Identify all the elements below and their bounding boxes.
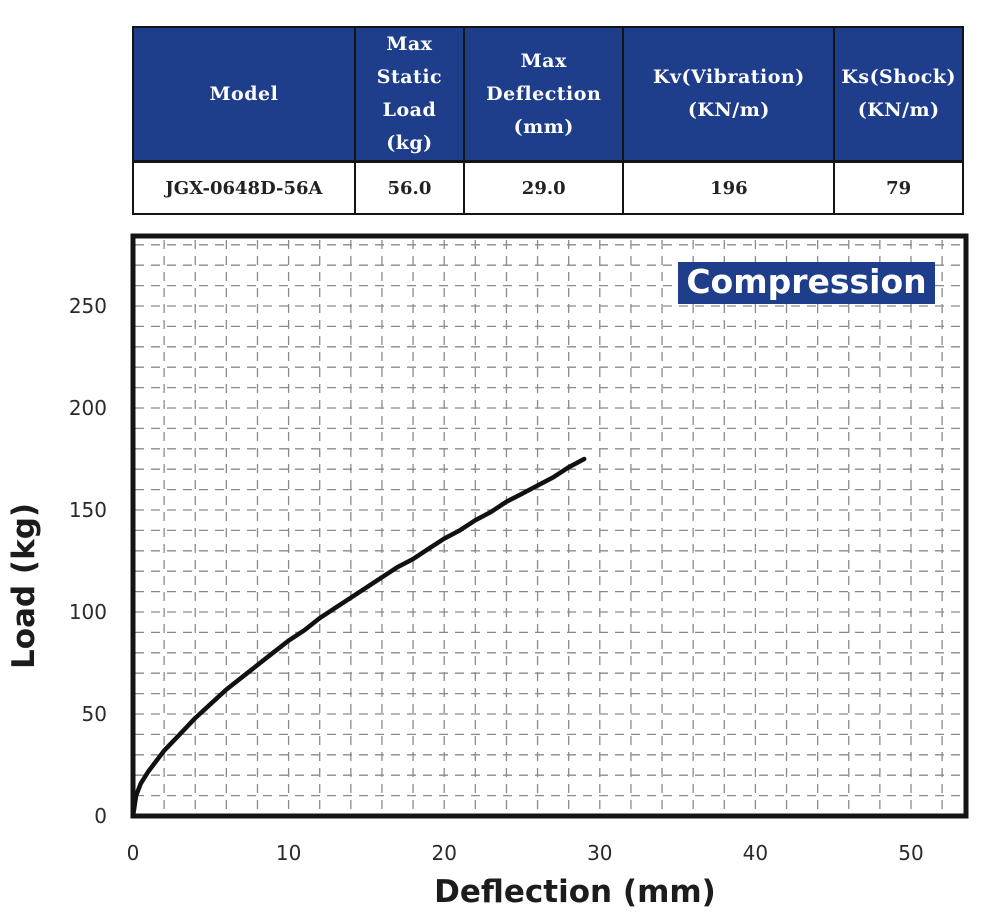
spec-table-data-row: JGX-0648D-56A 56.0 29.0 196 79	[132, 160, 964, 215]
y-tick-label: 0	[94, 804, 107, 828]
y-tick-label: 100	[69, 600, 107, 624]
header-kv-line2: (KN/m)	[687, 99, 770, 121]
spec-table: Model Max Static Load (kg) Max Deflectio…	[132, 26, 964, 215]
plot-frame	[130, 233, 969, 819]
y-tick-label: 200	[69, 396, 107, 420]
header-ks-line2: (KN/m)	[857, 99, 940, 121]
x-tick-label: 0	[127, 841, 140, 865]
header-deflection-line1: Max	[520, 49, 567, 72]
y-axis-title: Load (kg)	[6, 503, 42, 669]
y-tick-label: 250	[69, 294, 107, 318]
x-axis-title: Deflection (mm)	[434, 874, 716, 910]
header-load-line2: Static	[376, 66, 443, 88]
header-max-static-load: Max Static Load (kg)	[353, 26, 466, 163]
cell-ks: 79	[833, 160, 964, 215]
load-deflection-curve	[130, 456, 587, 819]
header-kv: Kv(Vibration) (KN/m)	[622, 26, 836, 163]
header-kv-line1: Kv(Vibration)	[652, 66, 805, 88]
header-max-deflection: Max Deflection (mm)	[463, 26, 625, 163]
grid	[135, 240, 964, 814]
compression-badge: Compression	[678, 262, 935, 304]
header-ks-line1: Ks(Shock)	[841, 66, 956, 88]
compression-badge-label: Compression	[686, 262, 926, 301]
header-model-label: Model	[209, 82, 279, 105]
spec-table-header-row: Model Max Static Load (kg) Max Deflectio…	[132, 26, 964, 163]
x-tick-label: 10	[276, 841, 301, 865]
header-deflection-line2: Deflection	[486, 82, 602, 105]
x-tick-label: 50	[898, 841, 923, 865]
header-load-line4: (kg)	[386, 132, 433, 154]
header-model: Model	[132, 26, 356, 163]
header-load-line1: Max	[386, 33, 433, 55]
tick-labels: 0 10 20 30 40 50 0 50 100 150 200 250	[69, 294, 924, 865]
y-tick-label: 50	[82, 702, 107, 726]
header-ks: Ks(Shock) (KN/m)	[833, 26, 964, 163]
header-load-line3: Load	[382, 99, 437, 121]
cell-kv: 196	[622, 160, 836, 215]
x-tick-label: 40	[743, 841, 768, 865]
compression-badge-bg	[678, 262, 935, 304]
cell-max-static-load: 56.0	[353, 160, 466, 215]
cell-model: JGX-0648D-56A	[132, 160, 356, 215]
y-tick-label: 150	[69, 498, 107, 522]
x-tick-label: 20	[431, 841, 456, 865]
cell-max-deflection: 29.0	[463, 160, 625, 215]
header-deflection-line3: (mm)	[513, 115, 574, 138]
x-tick-label: 30	[587, 841, 612, 865]
